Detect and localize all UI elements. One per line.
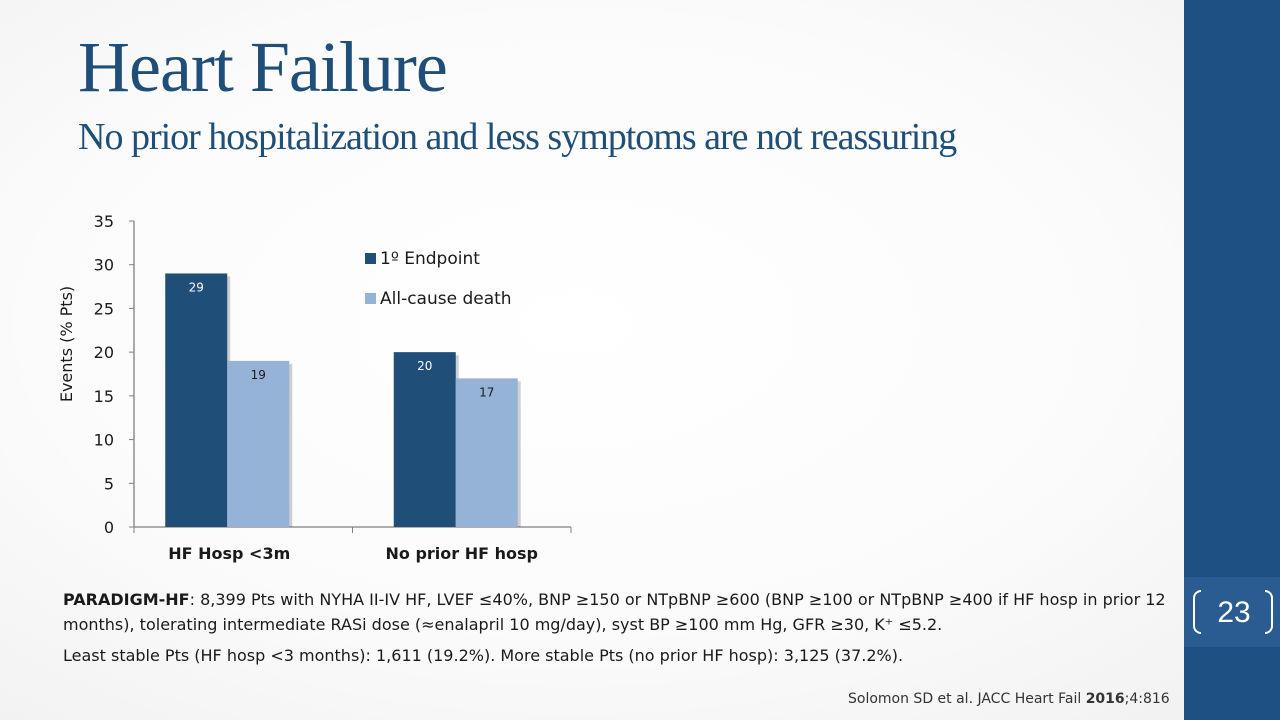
study-criteria: : 8,399 Pts with NYHA II-IV HF, LVEF ≤40… (63, 590, 1166, 634)
bar-value-label: 19 (251, 368, 266, 382)
y-tick-label: 30 (94, 256, 114, 275)
y-tick-label: 0 (104, 518, 114, 537)
y-tick-label: 5 (104, 474, 114, 493)
description-line-2: Least stable Pts (HF hosp <3 months): 1,… (63, 646, 904, 665)
bar-chart: 0 5 10 15 20 25 30 35 Events (% Pts) 29 19 HF Hosp … (57, 212, 572, 563)
bar (227, 360, 290, 527)
legend-swatch (365, 293, 376, 304)
bar (393, 352, 456, 527)
slide-subtitle: No prior hospitalization and less sympto… (78, 116, 957, 158)
y-tick-label: 35 (94, 212, 114, 231)
slide-title: Heart Failure (78, 27, 448, 107)
citation-year: 2016 (1085, 691, 1125, 707)
y-tick-label: 25 (94, 299, 114, 318)
y-tick-label: 15 (94, 387, 114, 406)
citation-source: Solomon SD et al. JACC Heart Fail (848, 691, 1086, 707)
page-number: 23 (1217, 596, 1251, 629)
page-number-box (1184, 577, 1280, 647)
bar (165, 273, 228, 527)
y-axis-label: Events (% Pts) (57, 286, 76, 402)
y-tick-label: 10 (94, 431, 114, 450)
page-bracket-left (1193, 590, 1201, 634)
study-name: PARADIGM-HF (63, 590, 190, 609)
legend-swatch (365, 253, 376, 264)
citation-volume: ;4:816 (1124, 691, 1170, 707)
citation: Solomon SD et al. JACC Heart Fail 2016;4… (848, 691, 1170, 707)
bar (455, 378, 518, 527)
legend-label: 1º Endpoint (380, 249, 480, 269)
x-category-label: HF Hosp <3m (168, 544, 290, 563)
bar-value-label: 17 (479, 385, 494, 399)
bar-value-label: 29 (189, 280, 204, 294)
description-line-1: PARADIGM-HF: 8,399 Pts with NYHA II-IV H… (63, 587, 1173, 637)
bar-value-label: 20 (417, 359, 432, 373)
x-category-label: No prior HF hosp (386, 544, 538, 563)
legend-label: All-cause death (380, 289, 512, 309)
y-tick-label: 20 (94, 343, 114, 362)
study-description: PARADIGM-HF: 8,399 Pts with NYHA II-IV H… (63, 587, 1173, 674)
